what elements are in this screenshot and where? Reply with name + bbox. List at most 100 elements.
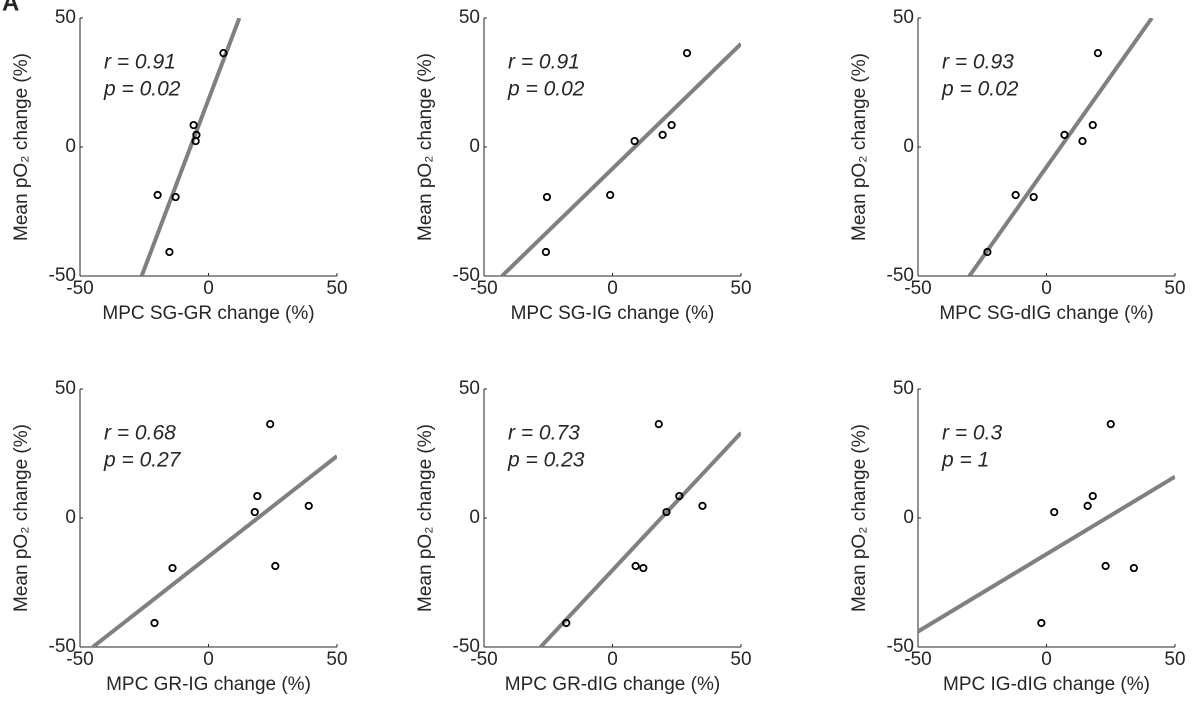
- annotation: r = 0.91: [508, 51, 580, 74]
- data-point: [1088, 491, 1097, 501]
- data-point: [1050, 507, 1059, 517]
- y-tick-label: -50: [49, 636, 76, 657]
- y-axis-label: Mean pO₂ change (%): [415, 53, 436, 241]
- x-axis-label: MPC SG-IG change (%): [511, 303, 715, 324]
- data-point: [682, 48, 692, 58]
- data-point: [662, 507, 671, 517]
- data-point: [304, 501, 313, 510]
- y-axis-label: Mean pO₂ change (%): [11, 424, 32, 612]
- y-axis-label: Mean pO₂ change (%): [849, 424, 870, 612]
- data-point: [562, 618, 571, 628]
- x-tick-label: -50: [904, 278, 931, 299]
- y-tick-label: -50: [887, 265, 914, 286]
- x-axis-label: MPC GR-IG change (%): [106, 674, 311, 695]
- subplot: -50 0 50 -50 0 50 MPC GR-dIG change (%) Mean pO…: [415, 378, 752, 695]
- annotation: r = 0.73: [508, 422, 580, 445]
- x-tick-label: 0: [1041, 649, 1052, 670]
- y-tick-label: 0: [903, 136, 914, 157]
- data-point: [1129, 563, 1138, 573]
- data-point: [150, 618, 159, 628]
- x-tick-label: 0: [203, 278, 214, 299]
- data-point: [542, 192, 552, 202]
- x-tick-label: 0: [607, 649, 618, 670]
- x-axis-label: MPC SG-dIG change (%): [939, 303, 1153, 324]
- data-point: [153, 190, 162, 200]
- data-point: [654, 419, 663, 429]
- data-point: [1037, 618, 1046, 628]
- data-point: [606, 190, 615, 200]
- data-point: [630, 136, 639, 146]
- y-tick-label: -50: [453, 636, 480, 657]
- x-axis-label: MPC IG-dIG change (%): [943, 674, 1150, 695]
- data-point: [1083, 501, 1092, 510]
- subplot: -50 0 50 -50 0 50 MPC SG-GR change (%) Mean pO₂…: [11, 7, 348, 324]
- data-point: [667, 120, 676, 130]
- data-point: [631, 561, 640, 571]
- x-tick-label: 50: [730, 278, 751, 299]
- data-point: [250, 507, 259, 517]
- y-axis-label: Mean pO₂ change (%): [11, 53, 32, 241]
- y-tick-label: 50: [55, 378, 76, 399]
- y-tick-label: 0: [469, 507, 480, 528]
- annotation: r = 0.68: [104, 422, 176, 445]
- x-tick-label: 0: [607, 278, 618, 299]
- fit-line: [967, 18, 1154, 276]
- data-point: [189, 120, 198, 130]
- annotation: p = 0.23: [507, 449, 585, 472]
- subplot: -50 0 50 -50 0 50 MPC IG-dIG change (%) Mean pO…: [849, 378, 1186, 695]
- x-tick-label: 0: [203, 649, 214, 670]
- x-axis-label: MPC GR-dIG change (%): [505, 674, 720, 695]
- x-tick-label: 50: [1164, 278, 1185, 299]
- data-point: [698, 501, 707, 510]
- x-tick-label: 50: [326, 278, 347, 299]
- annotation: r = 0.91: [104, 51, 176, 74]
- y-tick-label: 50: [893, 378, 914, 399]
- y-tick-label: 50: [459, 378, 480, 399]
- y-tick-label: 0: [65, 507, 76, 528]
- x-tick-label: -50: [66, 278, 93, 299]
- y-tick-label: -50: [887, 636, 914, 657]
- fit-line: [500, 42, 741, 276]
- fit-line: [139, 18, 242, 276]
- data-point: [271, 561, 280, 571]
- data-point: [1088, 120, 1097, 130]
- x-tick-label: 50: [1164, 649, 1185, 670]
- subplot: -50 0 50 -50 0 50 MPC GR-IG change (%) Mean pO₂…: [11, 378, 348, 695]
- y-tick-label: -50: [49, 265, 76, 286]
- data-point: [1101, 561, 1110, 571]
- data-point: [191, 136, 200, 146]
- y-axis-label: Mean pO₂ change (%): [415, 424, 436, 612]
- data-point: [675, 491, 684, 501]
- x-tick-label: -50: [470, 278, 497, 299]
- annotation: r = 0.3: [942, 422, 1002, 445]
- data-point: [541, 247, 551, 257]
- annotation: p = 0.27: [103, 449, 182, 472]
- x-tick-label: -50: [904, 649, 931, 670]
- data-point: [1029, 192, 1038, 202]
- x-tick-label: 0: [1041, 278, 1052, 299]
- x-tick-label: 50: [326, 649, 347, 670]
- y-tick-label: 0: [903, 507, 914, 528]
- data-point: [253, 491, 262, 501]
- fit-line: [539, 431, 741, 647]
- data-point: [165, 247, 174, 257]
- data-point: [983, 247, 992, 257]
- x-axis-label: MPC SG-GR change (%): [102, 303, 314, 324]
- annotation: p = 0.02: [941, 78, 1019, 101]
- y-tick-label: 50: [55, 7, 76, 28]
- data-point: [219, 48, 228, 58]
- data-point: [1078, 136, 1087, 146]
- data-point: [658, 130, 667, 139]
- data-point: [266, 419, 275, 429]
- x-tick-label: 50: [730, 649, 751, 670]
- annotation: p = 0.02: [103, 78, 181, 101]
- data-point: [1106, 419, 1115, 429]
- annotation: r = 0.93: [942, 51, 1014, 74]
- annotation: p = 1: [941, 449, 989, 472]
- subplot: -50 0 50 -50 0 50 MPC SG-IG change (%) Mean pO₂…: [415, 7, 752, 324]
- data-point: [1011, 190, 1020, 200]
- subplot: -50 0 50 -50 0 50 MPC SG-dIG change (%) Mean pO…: [849, 7, 1186, 324]
- y-tick-label: 0: [469, 136, 480, 157]
- y-axis-label: Mean pO₂ change (%): [849, 53, 870, 241]
